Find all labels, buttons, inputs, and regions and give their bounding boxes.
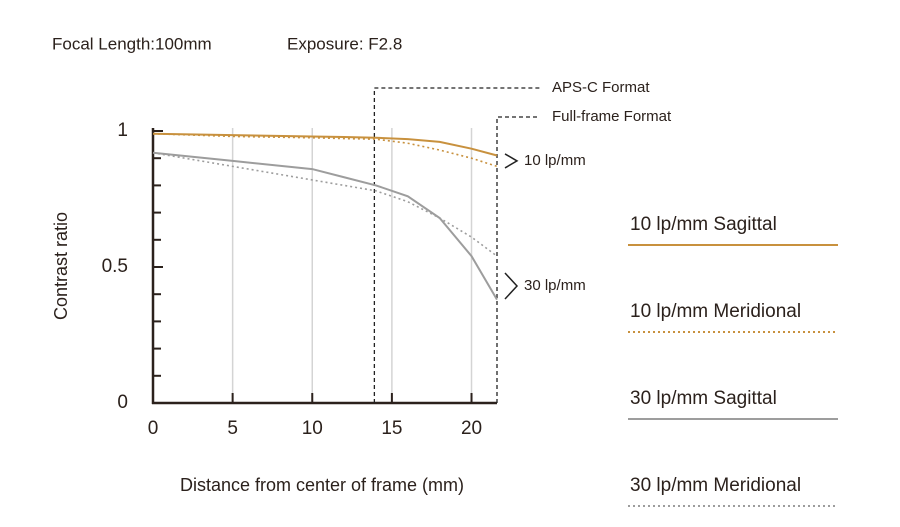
title-focal: Focal Length:100mm — [52, 34, 212, 53]
format-label: Full-frame Format — [552, 108, 672, 125]
y-tick-label: 0 — [117, 392, 128, 413]
x-tick-label: 5 — [227, 418, 238, 439]
series-line — [152, 151, 498, 257]
x-axis-label: Distance from center of frame (mm) — [180, 475, 464, 495]
series-line — [152, 151, 498, 301]
y-tick-label: 0.5 — [102, 256, 128, 277]
group-label: 30 lp/mm — [524, 277, 586, 294]
legend-label: 30 lp/mm Meridional — [630, 475, 801, 496]
title-exposure: Exposure: F2.8 — [287, 34, 402, 53]
format-boundary — [373, 87, 540, 403]
x-tick-label: 0 — [148, 418, 159, 439]
group-label: 10 lp/mm — [524, 152, 586, 169]
series-line — [152, 132, 498, 168]
y-axis-label: Contrast ratio — [51, 212, 71, 320]
format-label: APS-C Format — [552, 79, 650, 96]
x-tick-label: 10 — [302, 418, 323, 439]
group-bracket — [504, 272, 519, 300]
x-tick-label: 15 — [381, 418, 402, 439]
legend-label: 10 lp/mm Sagittal — [630, 214, 777, 235]
y-tick-label: 1 — [117, 120, 128, 141]
series-line — [152, 132, 498, 157]
legend-label: 30 lp/mm Sagittal — [630, 388, 777, 409]
group-bracket — [504, 153, 519, 169]
x-tick-label: 20 — [461, 418, 482, 439]
legend-label: 10 lp/mm Meridional — [630, 301, 801, 322]
